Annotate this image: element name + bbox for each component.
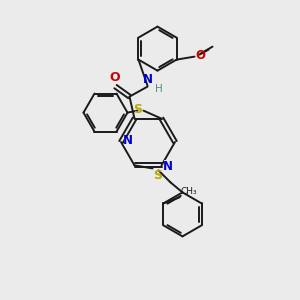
Text: S: S [134,103,142,116]
Text: CH₃: CH₃ [180,188,197,196]
Text: N: N [142,73,152,85]
Text: H: H [154,84,162,94]
Text: N: N [163,160,173,173]
Text: O: O [196,49,206,62]
Text: N: N [122,134,133,148]
Text: S: S [154,169,163,182]
Text: N: N [122,136,133,148]
Text: O: O [109,70,120,84]
Text: N: N [163,159,173,172]
